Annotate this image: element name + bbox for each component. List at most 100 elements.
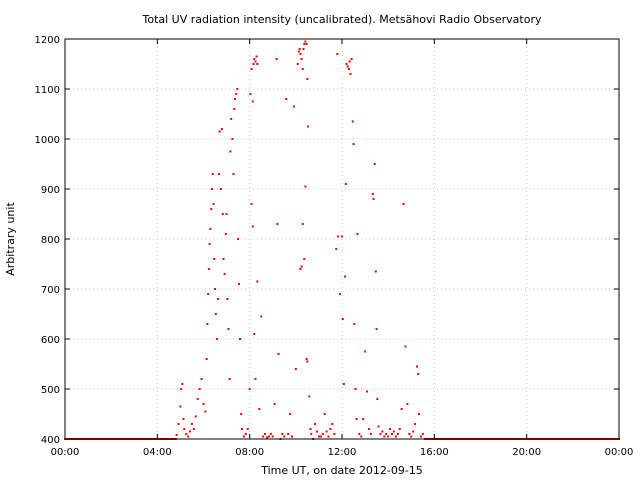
data-point	[265, 436, 268, 439]
data-point	[231, 138, 234, 140]
data-point	[371, 193, 374, 195]
data-point	[177, 423, 180, 425]
data-point	[237, 238, 240, 240]
data-point	[207, 268, 210, 270]
data-point	[214, 313, 217, 315]
data-point	[329, 428, 332, 430]
data-point	[387, 435, 390, 438]
data-point	[217, 173, 220, 175]
data-point	[348, 60, 351, 63]
x-tick-label: 00:00	[51, 447, 80, 458]
data-point	[179, 405, 182, 408]
data-point	[300, 58, 303, 60]
data-point	[207, 293, 210, 295]
data-point	[337, 235, 340, 238]
data-point	[364, 350, 367, 353]
data-point	[408, 433, 411, 435]
data-point	[344, 183, 347, 185]
data-point	[344, 275, 347, 278]
data-point	[379, 433, 382, 435]
data-point	[406, 403, 409, 405]
data-point	[235, 93, 238, 95]
data-point	[187, 435, 190, 438]
data-point	[264, 433, 267, 435]
data-point	[319, 435, 322, 438]
data-point	[321, 433, 324, 435]
data-point	[360, 435, 363, 438]
data-point	[302, 48, 305, 50]
data-point	[253, 333, 256, 335]
data-point	[252, 63, 255, 65]
data-point	[221, 213, 224, 215]
data-point	[300, 265, 303, 268]
data-point	[419, 435, 422, 438]
data-point	[217, 298, 220, 300]
data-point	[202, 403, 205, 405]
data-point	[356, 233, 359, 235]
data-point	[200, 378, 203, 380]
data-point	[254, 378, 257, 380]
data-point	[226, 298, 229, 300]
data-point	[240, 413, 243, 415]
data-point	[335, 248, 338, 250]
data-point	[209, 228, 212, 230]
data-point	[414, 423, 417, 425]
data-point	[246, 428, 249, 430]
data-point	[256, 280, 259, 283]
axis-ticks: 00:00 04:00 08:00 12:00 16:00 20:00 00:0040050…	[35, 35, 634, 458]
data-point	[283, 435, 286, 438]
data-point	[416, 365, 419, 368]
data-point	[351, 120, 354, 123]
data-point	[297, 50, 300, 53]
data-point	[352, 143, 355, 145]
y-tick-label: 1100	[35, 85, 60, 96]
data-point	[262, 435, 265, 438]
data-point	[342, 383, 345, 385]
data-point	[350, 58, 353, 60]
data-point	[362, 418, 365, 420]
data-point	[234, 98, 237, 100]
data-point	[285, 98, 288, 100]
data-point	[271, 435, 274, 438]
data-point	[304, 40, 307, 43]
data-point	[189, 430, 192, 433]
data-point	[204, 410, 207, 413]
data-point	[374, 270, 377, 273]
data-point	[248, 388, 251, 390]
y-tick-label: 1200	[35, 35, 60, 46]
data-point	[307, 125, 310, 128]
data-point	[421, 433, 424, 435]
data-point	[190, 423, 193, 425]
data-point	[417, 373, 420, 375]
data-point	[341, 318, 344, 320]
data-point	[225, 213, 228, 215]
data-point	[367, 428, 370, 430]
data-point	[349, 73, 352, 75]
data-point	[236, 88, 239, 90]
y-tick-label: 600	[41, 335, 60, 346]
data-point	[317, 435, 320, 438]
data-point	[254, 60, 257, 63]
data-point	[336, 53, 339, 55]
data-point	[310, 433, 313, 435]
data-point	[267, 435, 270, 438]
data-point	[181, 383, 184, 385]
data-point	[287, 433, 290, 435]
x-tick-label: 12:00	[328, 447, 357, 458]
data-point	[230, 118, 233, 120]
data-point	[298, 48, 301, 50]
data-point	[220, 128, 223, 130]
data-point	[303, 43, 306, 45]
data-point	[383, 435, 386, 438]
data-point	[417, 413, 420, 415]
y-tick-label: 900	[41, 185, 60, 196]
data-point	[211, 173, 214, 175]
data-point	[353, 323, 356, 325]
data-point	[331, 423, 334, 425]
data-point	[375, 328, 378, 330]
data-point	[228, 378, 231, 380]
data-point	[218, 130, 221, 133]
y-axis-label: Arbitrary unit	[4, 202, 17, 276]
data-point	[303, 258, 306, 260]
